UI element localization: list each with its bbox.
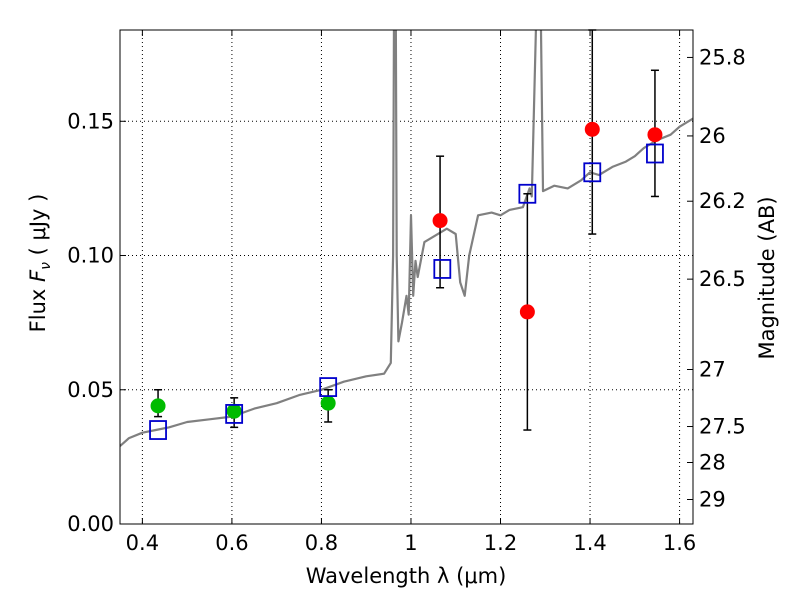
axis-ticks: 0.4 0.6 0.8 1 1.2 1.4 1.6 0.00 0.05 0.10 0.15 25.8 2… (67, 30, 746, 555)
y-tick-label: 0.10 (67, 244, 114, 268)
y2-tick-label: 29 (699, 488, 726, 512)
data-point (432, 213, 448, 229)
x-tick-label: 0.8 (305, 531, 338, 555)
y-tick-label: 0.00 (67, 512, 114, 536)
x-tick-label: 1.2 (484, 531, 517, 555)
photometry-points (149, 29, 664, 440)
y2-tick-label: 27 (699, 358, 726, 382)
model-square (149, 420, 167, 440)
y2-tick-label: 26.5 (699, 267, 746, 291)
data-point (226, 403, 242, 419)
y2-tick-label: 25.8 (699, 45, 746, 69)
y2-axis-label: Magnitude (AB) (755, 196, 779, 359)
model-square (319, 377, 338, 397)
y2-tick-label: 27.5 (699, 415, 746, 439)
data-point (647, 127, 663, 143)
y2-tick-label: 26.2 (699, 189, 746, 213)
model-square (518, 183, 537, 204)
x-tick-label: 1.6 (663, 531, 696, 555)
x-tick-label: 0.6 (215, 531, 248, 555)
y2-tick-label: 26 (699, 124, 726, 148)
x-tick-label: 1 (404, 531, 417, 555)
x-tick-label: 1.4 (573, 531, 606, 555)
y-axis-label: Flux Fν ( μJy ) (26, 194, 54, 333)
model-square (646, 143, 664, 164)
x-tick-label: 0.4 (126, 531, 159, 555)
grid-lines (120, 30, 693, 525)
model-square (225, 404, 244, 424)
spectrum-series (120, 30, 693, 447)
data-point (320, 395, 336, 411)
y2-tick-label: 28 (699, 450, 726, 474)
y-tick-label: 0.05 (67, 378, 114, 402)
model-square (433, 259, 452, 279)
spectrum-line (120, 30, 693, 447)
x-axis-label: Wavelength λ (μm) (306, 564, 507, 588)
data-point (519, 304, 535, 320)
plot-frame (119, 29, 694, 525)
data-point (150, 398, 166, 414)
model-square (583, 162, 602, 183)
data-point (584, 121, 600, 137)
y-tick-label: 0.15 (67, 109, 114, 133)
